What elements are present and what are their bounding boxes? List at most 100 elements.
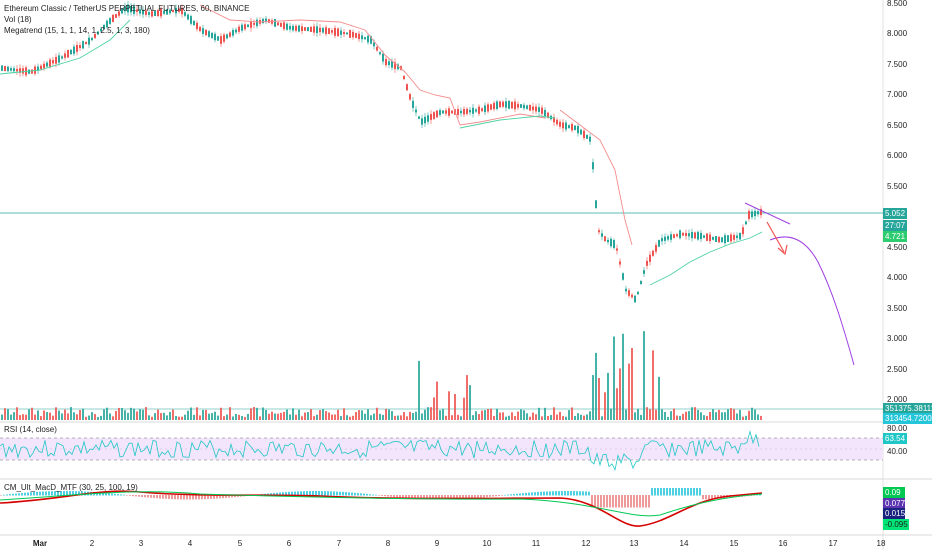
candle-body xyxy=(313,26,315,33)
volume-bar xyxy=(616,388,618,420)
candle-body xyxy=(124,6,126,12)
volume-badge-2: 313454.720000 xyxy=(883,413,932,424)
macd-hist-bar xyxy=(627,495,629,508)
candle-body xyxy=(580,129,582,135)
price-tick: 6.500 xyxy=(887,121,908,130)
volume-bar xyxy=(466,375,468,420)
candle-body xyxy=(415,109,417,113)
candle-body xyxy=(208,31,210,37)
volume-bar xyxy=(376,407,378,420)
megatrend-badge: 4.721 xyxy=(883,231,907,242)
volume-bar xyxy=(52,415,54,420)
trendline-drawing[interactable] xyxy=(744,202,791,225)
candle-body xyxy=(22,68,24,74)
candle-body xyxy=(316,26,318,34)
volume-bar xyxy=(190,407,192,420)
macd-hist-bar xyxy=(399,495,401,498)
candle-body xyxy=(19,68,21,73)
candle-body xyxy=(268,19,270,23)
candle-body xyxy=(691,231,693,239)
macd-hist-bar xyxy=(603,495,605,508)
macd-hist-bar xyxy=(495,495,497,497)
candle-body xyxy=(754,210,756,217)
candle-body xyxy=(112,14,114,23)
candle-body xyxy=(685,232,687,237)
candle-body xyxy=(661,238,663,242)
volume-bar xyxy=(229,407,231,420)
projection-arrow[interactable] xyxy=(766,221,785,253)
volume-bar xyxy=(412,412,414,420)
macd-hist-bar xyxy=(159,495,161,499)
macd-hist-bar xyxy=(645,495,647,508)
macd-hist-bar xyxy=(279,492,281,496)
candle-body xyxy=(265,18,267,22)
volume-bar xyxy=(745,415,747,420)
volume-bar xyxy=(592,375,594,420)
macd-hist-bar xyxy=(465,495,467,499)
candle-body xyxy=(256,19,258,27)
macd-hist-bar xyxy=(696,488,698,496)
macd-hist-bar xyxy=(54,491,56,496)
candle-body xyxy=(199,26,201,32)
candle-body xyxy=(547,112,549,118)
macd-hist-bar xyxy=(309,491,311,496)
macd-hist-bar xyxy=(33,492,35,496)
candle-body xyxy=(538,107,540,113)
macd-hist-bar xyxy=(561,491,563,496)
volume-bar xyxy=(361,410,363,420)
volume-bar xyxy=(418,360,420,420)
macd-hist-bar xyxy=(294,491,296,496)
macd-hist-bar xyxy=(276,492,278,496)
megatrend-legend: Megatrend (15, 1, 1, 14, 1, 2.5, 1, 3, 1… xyxy=(4,26,150,35)
volume-bar xyxy=(427,407,429,420)
candle-body xyxy=(109,18,111,24)
volume-bar xyxy=(652,350,654,420)
volume-bar xyxy=(256,407,258,420)
macd-hist-bar xyxy=(570,491,572,496)
candle-body xyxy=(568,125,570,129)
candle-body xyxy=(178,8,180,12)
candle-body xyxy=(67,49,69,58)
candle-body xyxy=(499,101,501,108)
macd-hist-bar xyxy=(165,495,167,499)
volume-bar xyxy=(358,410,360,420)
candle-body xyxy=(190,16,192,24)
volume-bar xyxy=(4,408,6,420)
candle-body xyxy=(736,235,738,239)
candle-body xyxy=(217,36,219,41)
volume-bar xyxy=(514,416,516,420)
macd-badge-2: 0.077 xyxy=(883,498,906,509)
candle-body xyxy=(727,235,729,242)
candle-body xyxy=(226,34,228,39)
macd-hist-bar xyxy=(333,491,335,496)
projection-curve[interactable] xyxy=(769,236,855,366)
macd-hist-bar xyxy=(402,495,404,498)
candle-body xyxy=(556,119,558,125)
macd-hist-bar xyxy=(657,488,659,496)
candle-body xyxy=(100,28,102,32)
candle-body xyxy=(31,69,33,74)
volume-bar xyxy=(106,407,108,420)
candle-body xyxy=(28,69,30,74)
macd-hist-bar xyxy=(600,495,602,508)
candle-body xyxy=(487,104,489,112)
candle-body xyxy=(142,9,144,15)
volume-bar xyxy=(469,385,471,420)
volume-bar xyxy=(136,411,138,420)
volume-bar xyxy=(553,407,555,420)
volume-bar xyxy=(268,413,270,420)
candle-body xyxy=(628,290,630,296)
volume-bar xyxy=(586,414,588,420)
macd-hist-bar xyxy=(636,495,638,508)
volume-bar xyxy=(25,414,27,420)
candle-body xyxy=(196,22,198,30)
volume-bar xyxy=(583,415,585,420)
macd-hist-bar xyxy=(684,488,686,496)
macd-hist-bar xyxy=(102,492,104,496)
candle-body xyxy=(457,109,459,115)
volume-bar xyxy=(64,409,66,420)
volume-bar xyxy=(331,414,333,420)
candle-body xyxy=(502,101,504,107)
macd-hist-bar xyxy=(483,495,485,498)
